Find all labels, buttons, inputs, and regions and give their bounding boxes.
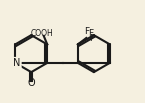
Text: N: N bbox=[13, 58, 21, 68]
Text: O: O bbox=[27, 78, 35, 88]
Text: F: F bbox=[89, 34, 95, 43]
Text: COOH: COOH bbox=[31, 29, 54, 37]
Text: F: F bbox=[85, 27, 90, 36]
Text: F: F bbox=[88, 29, 94, 38]
